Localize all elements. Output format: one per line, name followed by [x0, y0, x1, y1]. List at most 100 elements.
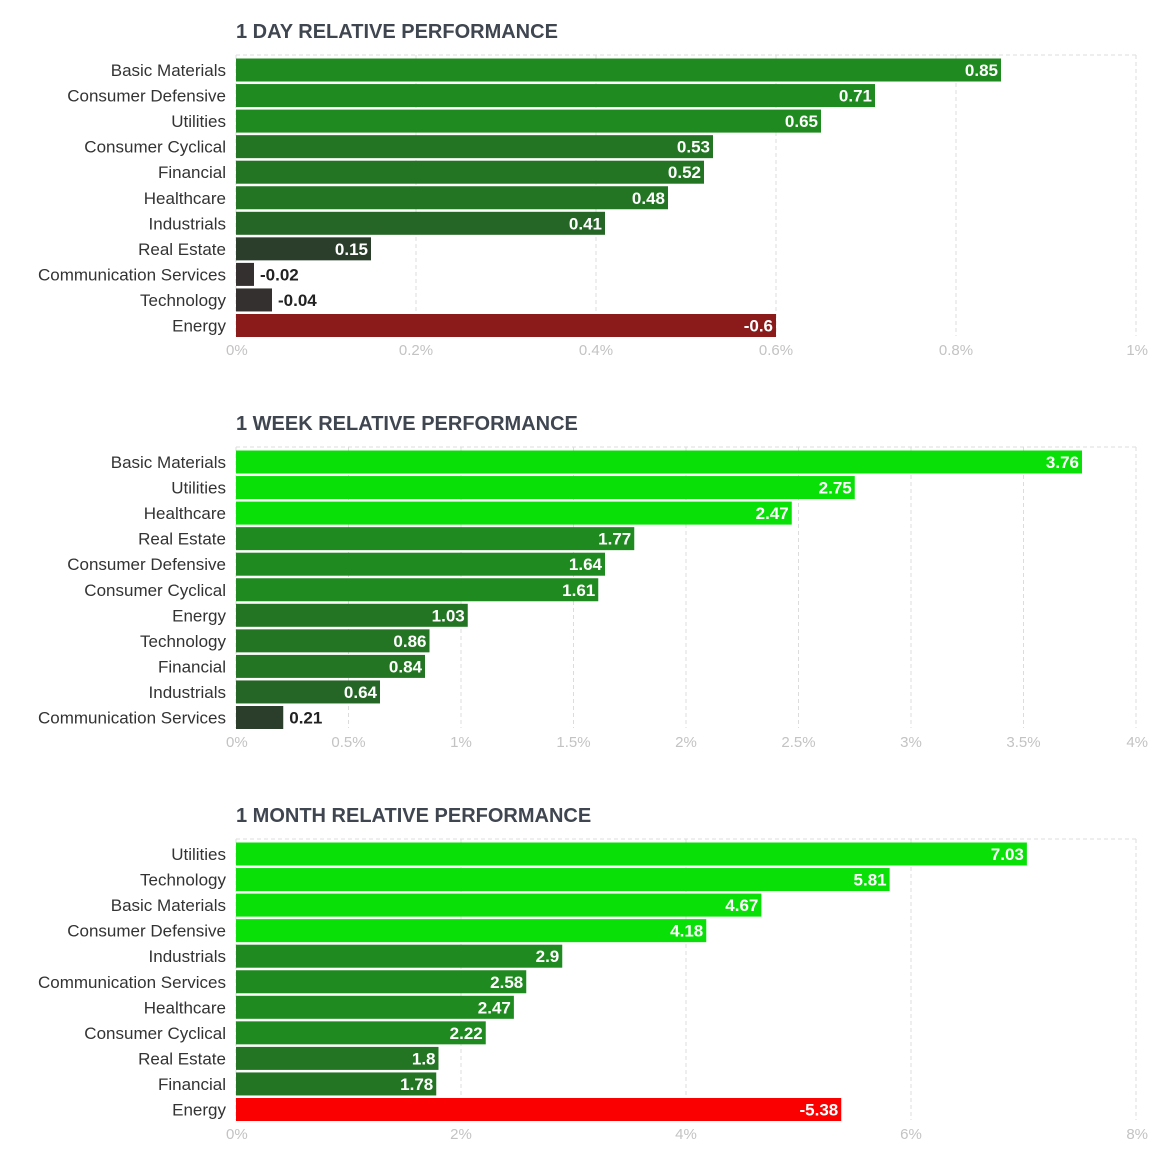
- month-bar: [236, 1098, 842, 1121]
- day-chart-svg: 1 DAY RELATIVE PERFORMANCE 0% 0.2% 0.4% 0.6%…: [38, 21, 1148, 359]
- week-category-label: Communication Services: [38, 709, 226, 728]
- week-tick-label: 4%: [1126, 734, 1148, 751]
- week-bar: [236, 552, 605, 576]
- week-value-label: 0.86: [393, 632, 426, 651]
- month-category-label: Industrials: [149, 947, 226, 966]
- day-tick-label: 1%: [1126, 342, 1148, 359]
- month-category-label: Basic Materials: [111, 896, 226, 915]
- day-bar: [236, 237, 371, 261]
- day-bar: [236, 84, 875, 108]
- week-value-label: 1.64: [569, 555, 603, 574]
- month-value-label: 2.22: [450, 1024, 483, 1043]
- month-tick-label: 6%: [900, 1126, 922, 1143]
- month-value-label: 2.9: [536, 947, 560, 966]
- week-tick-label: 2.5%: [781, 734, 815, 751]
- month-tick-label: 4%: [675, 1126, 697, 1143]
- day-chart-title: 1 DAY RELATIVE PERFORMANCE: [236, 21, 558, 43]
- month-bar: [236, 995, 514, 1019]
- day-bar: [236, 109, 821, 133]
- month-tick-label: 2%: [450, 1126, 472, 1143]
- month-chart-svg: 1 MONTH RELATIVE PERFORMANCE 0% 2% 4% 6% 8% Ut…: [38, 805, 1148, 1143]
- month-category-label: Consumer Cyclical: [84, 1024, 226, 1043]
- week-value-label: 1.77: [598, 530, 631, 549]
- week-category-label: Industrials: [149, 683, 226, 702]
- week-category-label: Healthcare: [144, 504, 226, 523]
- week-bar: [236, 527, 635, 551]
- week-bar: [236, 603, 468, 627]
- week-value-label: 2.75: [819, 479, 852, 498]
- week-bar: [236, 578, 599, 602]
- day-value-label: 0.15: [335, 240, 368, 259]
- month-bar: [236, 1046, 439, 1070]
- day-bar: [236, 58, 1001, 82]
- week-tick-label: 0.5%: [331, 734, 365, 751]
- day-tick-label: 0.4%: [579, 342, 613, 359]
- day-value-label: 0.41: [569, 214, 602, 233]
- day-bar: [236, 288, 272, 312]
- day-category-label: Communication Services: [38, 265, 226, 284]
- month-value-label: 1.78: [400, 1075, 433, 1094]
- day-tick-label: 0%: [226, 342, 248, 359]
- day-bar: [236, 262, 254, 286]
- day-category-label: Healthcare: [144, 189, 226, 208]
- week-value-label: 0.64: [344, 683, 378, 702]
- day-tick-label: 0.6%: [759, 342, 793, 359]
- week-bar: [236, 706, 284, 729]
- week-bar: [236, 501, 792, 525]
- week-chart-title: 1 WEEK RELATIVE PERFORMANCE: [236, 413, 578, 435]
- week-category-label: Consumer Defensive: [67, 555, 226, 574]
- month-value-label: 2.58: [490, 973, 523, 992]
- day-category-label: Utilities: [171, 112, 226, 131]
- day-value-label: -0.04: [278, 291, 317, 310]
- week-tick-label: 3%: [900, 734, 922, 751]
- month-value-label: 4.18: [670, 922, 703, 941]
- month-tick-label: 0%: [226, 1126, 248, 1143]
- day-tick-label: 0.8%: [939, 342, 973, 359]
- day-value-label: -0.02: [260, 265, 299, 284]
- month-bar: [236, 842, 1027, 866]
- week-value-label: 1.61: [562, 581, 595, 600]
- month-bar: [236, 893, 762, 917]
- week-bar: [236, 680, 380, 704]
- month-bar: [236, 1021, 486, 1045]
- day-bar: [236, 211, 605, 235]
- month-category-label: Financial: [158, 1075, 226, 1094]
- week-bar: [236, 450, 1082, 474]
- day-bar: [236, 186, 668, 210]
- week-tick-label: 1.5%: [556, 734, 590, 751]
- week-value-label: 3.76: [1046, 453, 1079, 472]
- week-category-label: Real Estate: [138, 530, 226, 549]
- day-bar: [236, 160, 704, 184]
- month-performance-chart: 1 MONTH RELATIVE PERFORMANCE 0% 2% 4% 6% 8% Ut…: [0, 784, 1165, 1164]
- week-value-label: 2.47: [756, 504, 789, 523]
- day-category-label: Real Estate: [138, 240, 226, 259]
- day-category-label: Financial: [158, 163, 226, 182]
- month-category-label: Consumer Defensive: [67, 922, 226, 941]
- week-bar: [236, 654, 425, 678]
- week-category-label: Basic Materials: [111, 453, 226, 472]
- week-bar: [236, 476, 855, 500]
- month-category-label: Utilities: [171, 845, 226, 864]
- week-tick-label: 3.5%: [1006, 734, 1040, 751]
- day-category-label: Industrials: [149, 214, 226, 233]
- week-category-label: Energy: [172, 606, 226, 625]
- day-category-label: Energy: [172, 317, 226, 336]
- month-bar: [236, 1072, 437, 1096]
- week-value-label: 0.84: [389, 657, 423, 676]
- day-bar: [236, 135, 713, 159]
- day-value-label: 0.71: [839, 87, 872, 106]
- week-value-label: 0.21: [289, 709, 322, 728]
- day-value-label: 0.85: [965, 61, 998, 80]
- day-category-label: Technology: [140, 291, 227, 310]
- month-value-label: 2.47: [478, 998, 511, 1017]
- month-category-label: Real Estate: [138, 1049, 226, 1068]
- week-category-label: Utilities: [171, 479, 226, 498]
- day-category-label: Consumer Defensive: [67, 87, 226, 106]
- month-value-label: 7.03: [991, 845, 1024, 864]
- month-value-label: 1.8: [412, 1049, 436, 1068]
- week-tick-label: 0%: [226, 734, 248, 751]
- week-tick-label: 2%: [675, 734, 697, 751]
- day-category-label: Basic Materials: [111, 61, 226, 80]
- month-bar: [236, 919, 707, 943]
- day-value-label: 0.52: [668, 163, 701, 182]
